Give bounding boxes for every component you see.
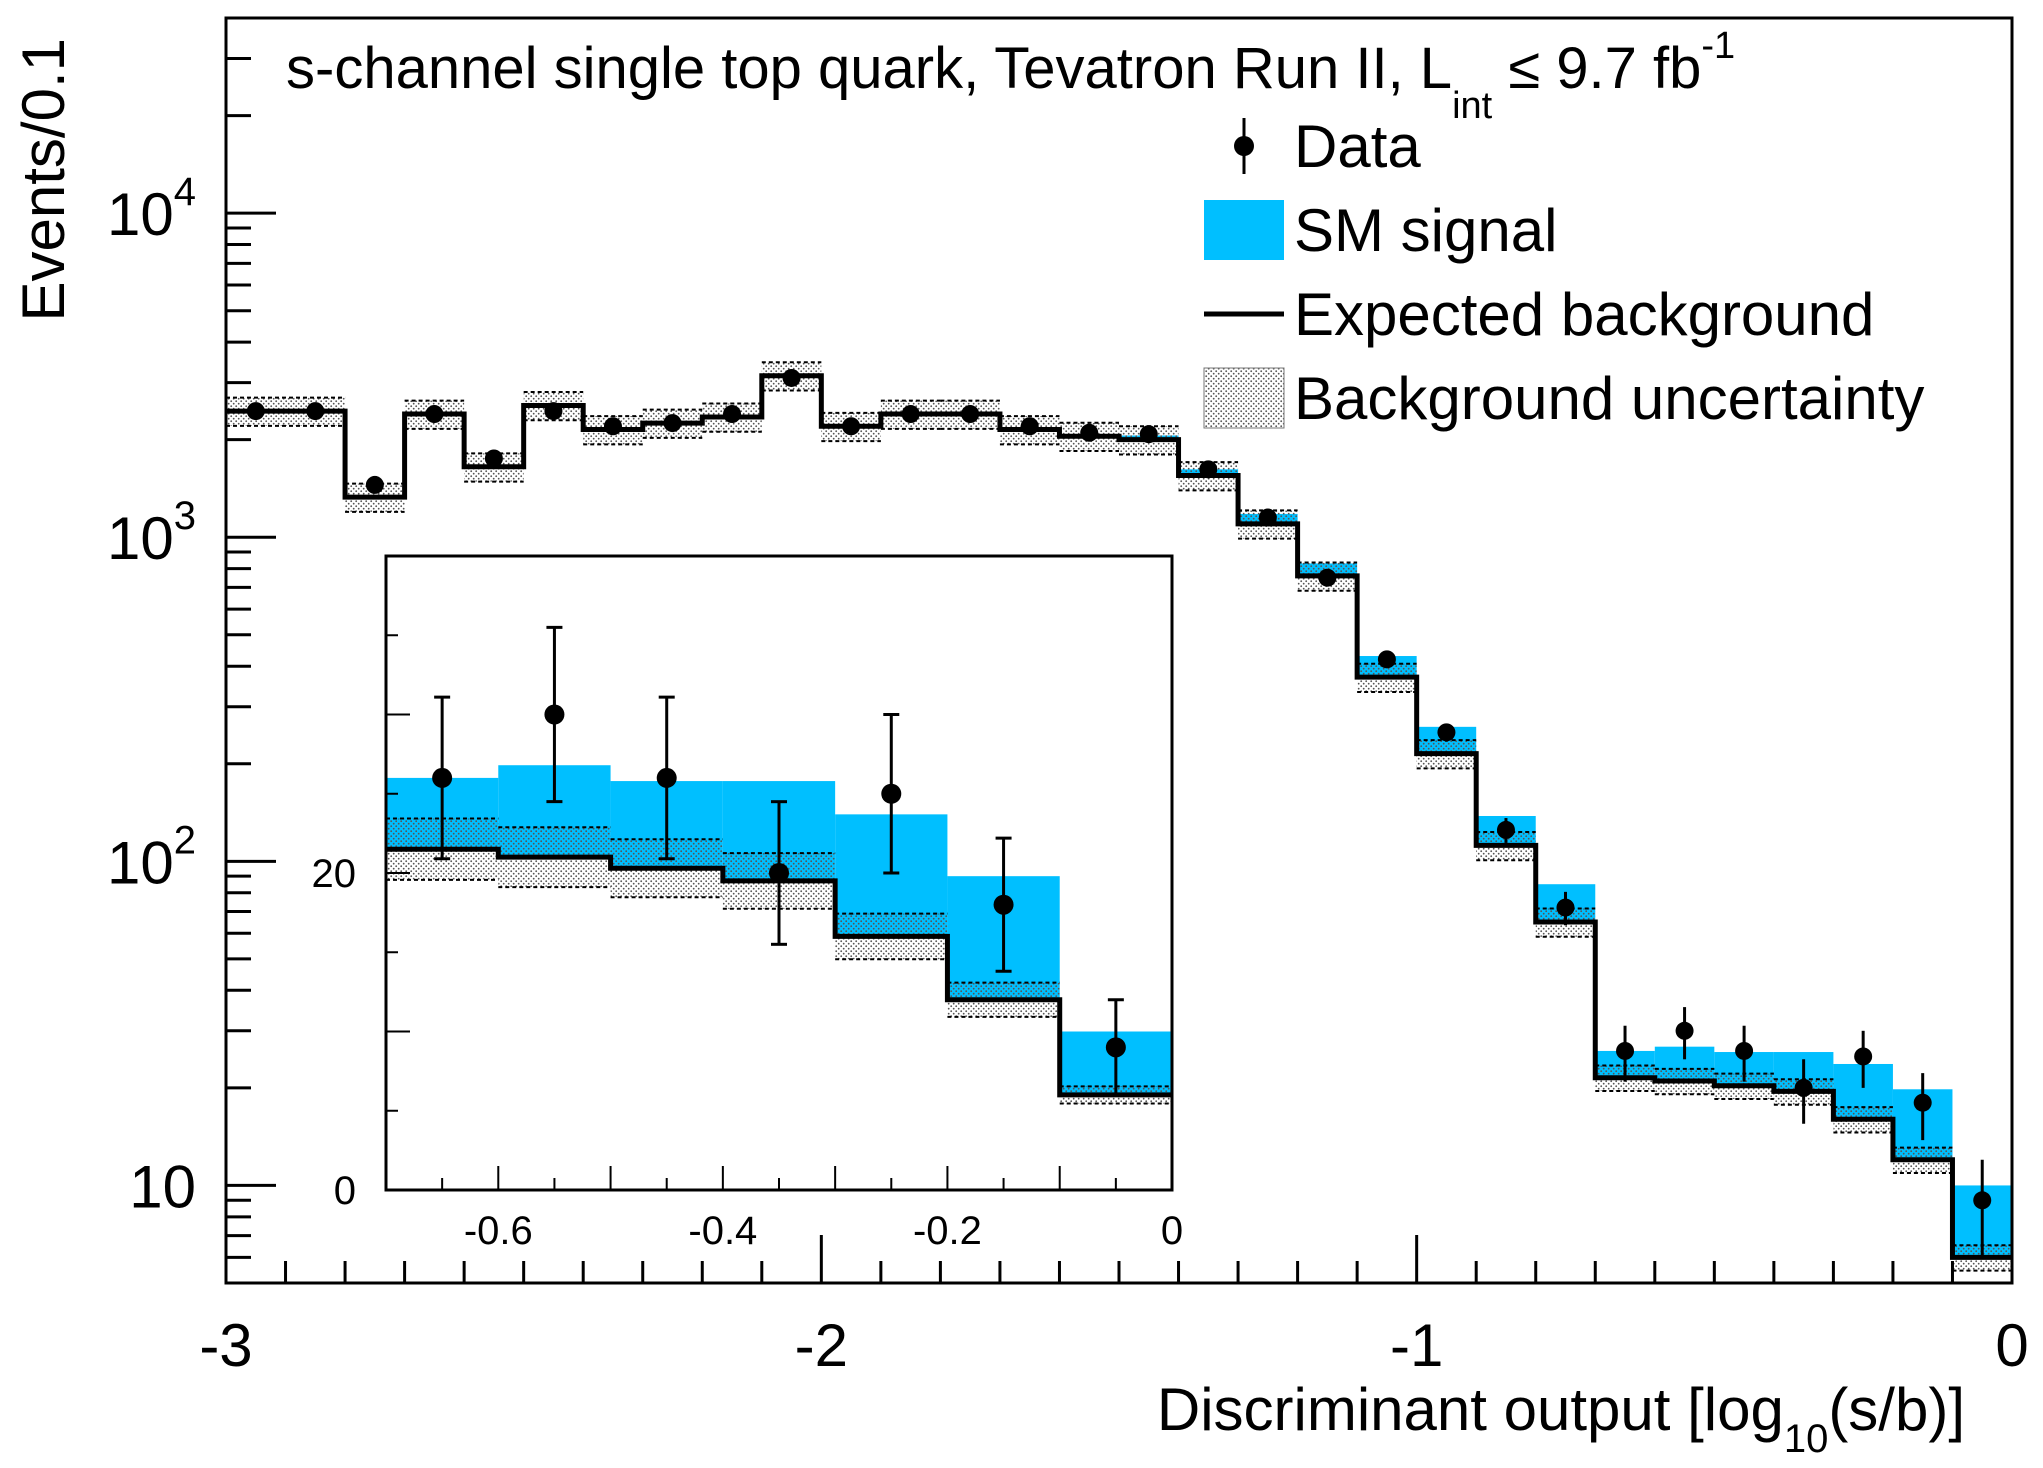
data-point-20 bbox=[1437, 723, 1456, 742]
inset-data-point-3 bbox=[769, 863, 789, 883]
data-point-1 bbox=[306, 402, 325, 421]
legend-data-marker bbox=[1234, 136, 1254, 156]
data-point-26 bbox=[1794, 1078, 1813, 1097]
data-point-12 bbox=[961, 405, 980, 424]
data-point-8 bbox=[723, 405, 742, 424]
data-point-17 bbox=[1258, 508, 1277, 527]
data-point-11 bbox=[901, 405, 920, 424]
legend-signal-swatch bbox=[1204, 200, 1284, 260]
inset-data-point-0 bbox=[432, 767, 453, 788]
data-point-27 bbox=[1854, 1047, 1873, 1066]
data-point-13 bbox=[1020, 417, 1039, 436]
inset-plot: 0 20 -0.6 -0.4 -0.2 0 bbox=[312, 554, 1183, 1253]
legend-label-1: SM signal bbox=[1294, 197, 1557, 264]
background-line bbox=[226, 373, 2012, 1260]
data-point-9 bbox=[782, 368, 801, 387]
data-point-19 bbox=[1377, 650, 1396, 669]
y-tick-label-0: 10 bbox=[129, 1153, 196, 1220]
legend-label-0: Data bbox=[1294, 113, 1421, 180]
legend-label-2: Expected background bbox=[1294, 281, 1874, 348]
legend-uncertainty-swatch bbox=[1203, 367, 1285, 429]
inset-y-tick-label-0: 0 bbox=[334, 1169, 356, 1213]
data-point-15 bbox=[1139, 425, 1158, 444]
data-point-10 bbox=[842, 417, 861, 436]
data-point-18 bbox=[1318, 568, 1337, 587]
x-tick-label-1: -2 bbox=[795, 1312, 848, 1379]
data-point-14 bbox=[1080, 423, 1099, 442]
data-point-28 bbox=[1913, 1093, 1932, 1112]
y-axis-label: Events/0.1 bbox=[10, 38, 77, 322]
data-point-24 bbox=[1675, 1021, 1694, 1040]
data-point-4 bbox=[484, 449, 503, 468]
data-point-2 bbox=[365, 475, 384, 494]
inset-plot-area bbox=[386, 625, 1172, 1105]
data-point-22 bbox=[1556, 898, 1575, 917]
main-plot-area bbox=[226, 361, 2012, 1272]
data-point-7 bbox=[663, 414, 682, 433]
x-tick-label-2: -1 bbox=[1390, 1312, 1443, 1379]
inset-x-tick-label-3: 0 bbox=[1161, 1209, 1183, 1253]
data-point-5 bbox=[544, 402, 563, 421]
data-point-25 bbox=[1735, 1041, 1754, 1060]
legend-entry-point: Data bbox=[1234, 113, 1421, 180]
chart-title: s-channel single top quark, Tevatron Run… bbox=[286, 25, 1735, 127]
inset-data-point-6 bbox=[1105, 1037, 1126, 1058]
legend-entry-fill: SM signal bbox=[1204, 197, 1557, 264]
legend-label-3: Background uncertainty bbox=[1294, 365, 1924, 432]
data-point-3 bbox=[425, 405, 444, 424]
x-axis-label: Discriminant output [log10(s/b)] bbox=[1157, 1376, 1965, 1461]
inset-data-point-2 bbox=[656, 767, 677, 788]
legend-entry-hatch: Background uncertainty bbox=[1203, 365, 1924, 432]
data-point-29 bbox=[1973, 1191, 1992, 1210]
legend: Data SM signal Expected background Backgrou… bbox=[1203, 113, 1924, 432]
data-point-21 bbox=[1496, 820, 1515, 839]
data-point-6 bbox=[603, 417, 622, 436]
inset-data-point-1 bbox=[544, 704, 565, 725]
y-tick-label-2: 103 bbox=[107, 494, 196, 572]
y-tick-label-1: 102 bbox=[107, 818, 196, 896]
data-point-23 bbox=[1616, 1041, 1635, 1060]
data-point-16 bbox=[1199, 460, 1218, 479]
inset-x-tick-label-2: -0.2 bbox=[913, 1209, 982, 1253]
inset-x-tick-label-1: -0.4 bbox=[688, 1209, 757, 1253]
x-tick-label-0: -3 bbox=[199, 1312, 252, 1379]
x-tick-label-3: 0 bbox=[1995, 1312, 2028, 1379]
y-tick-label-3: 104 bbox=[107, 170, 196, 248]
main-plot: 10 102 103 104 -3 -2 -1 0 bbox=[107, 16, 2029, 1379]
inset-y-tick-label-1: 20 bbox=[312, 852, 357, 896]
inset-data-point-5 bbox=[993, 894, 1014, 915]
inset-x-tick-label-0: -0.6 bbox=[464, 1209, 533, 1253]
legend-entry-line: Expected background bbox=[1204, 281, 1874, 348]
inset-data-point-4 bbox=[881, 783, 902, 804]
data-point-0 bbox=[246, 402, 265, 421]
